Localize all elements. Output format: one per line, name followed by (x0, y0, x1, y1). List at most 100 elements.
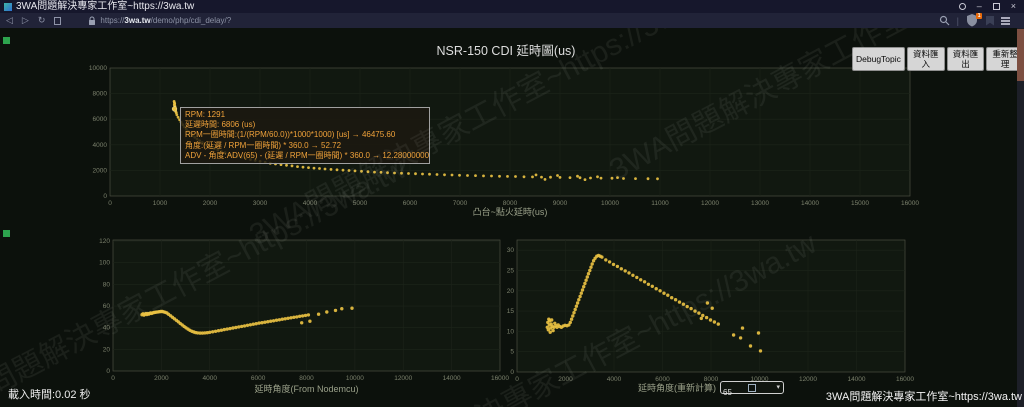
svg-text:6000: 6000 (655, 376, 670, 383)
forward-icon[interactable]: ▷ (21, 15, 29, 25)
minimize-button[interactable]: – (976, 1, 982, 11)
close-button[interactable]: × (1010, 1, 1016, 11)
x-tick-labels: 0 2000 4000 6000 8000 10000 12000 14000 16000 (111, 375, 509, 382)
main-chart-xlabel: 凸台~點火延時(us) (472, 207, 548, 217)
shield-badge: 1 (976, 13, 982, 19)
svg-text:4000: 4000 (303, 200, 318, 207)
url-text[interactable]: https://3wa.tw/demo/php/cdi_delay/? (100, 16, 231, 25)
svg-text:12000: 12000 (701, 200, 719, 207)
data-export-button[interactable]: 資料匯出 (946, 47, 985, 71)
adv-select[interactable]: 65 (721, 387, 783, 398)
svg-text:0: 0 (515, 376, 519, 383)
url-prefix: https:// (100, 16, 125, 25)
green-marker-middle (3, 230, 10, 237)
bookmark-icon[interactable] (54, 16, 62, 25)
svg-text:4000: 4000 (203, 375, 218, 382)
svg-text:16000: 16000 (896, 376, 914, 383)
debug-topic-button[interactable]: DebugTopic (852, 47, 905, 71)
svg-text:10000: 10000 (601, 200, 619, 207)
svg-text:6000: 6000 (93, 116, 108, 123)
tooltip-adv: ADV - 角度:ADV(65) - (延遲 / RPM一圈時間) * 360.… (185, 150, 430, 160)
gridlines (113, 240, 500, 371)
extension-icon[interactable] (986, 15, 994, 26)
reload-icon[interactable]: ↻ (37, 15, 46, 25)
browser-titlebar: 3WA問題解決專家工作室~https://3wa.tw – × (0, 0, 1024, 13)
svg-text:10000: 10000 (750, 376, 768, 383)
adblock-shield-icon[interactable]: 1 (966, 13, 982, 27)
svg-text:120: 120 (99, 238, 110, 245)
svg-text:16000: 16000 (491, 375, 509, 382)
favicon (4, 2, 12, 11)
svg-text:0: 0 (106, 368, 110, 375)
lock-icon (89, 16, 96, 25)
svg-text:10000: 10000 (346, 375, 364, 382)
svg-text:100: 100 (99, 260, 110, 267)
svg-text:3000: 3000 (253, 200, 268, 207)
svg-text:40: 40 (103, 325, 111, 332)
svg-text:0: 0 (510, 369, 514, 376)
svg-text:15000: 15000 (851, 200, 869, 207)
data-points (545, 253, 763, 353)
svg-text:8000: 8000 (704, 376, 719, 383)
highlighted-point (171, 106, 178, 112)
svg-text:6000: 6000 (251, 375, 266, 382)
scrollbar-thumb[interactable] (1017, 29, 1024, 81)
gridlines (517, 240, 905, 372)
svg-text:5000: 5000 (353, 200, 368, 207)
svg-text:11000: 11000 (651, 200, 669, 207)
svg-text:13000: 13000 (751, 200, 769, 207)
green-marker-top (3, 37, 10, 44)
svg-text:4000: 4000 (93, 142, 108, 149)
window-title: 3WA問題解決專家工作室~https://3wa.tw (16, 1, 195, 12)
svg-text:2000: 2000 (154, 375, 169, 382)
url-domain: 3wa.tw (124, 16, 151, 25)
menu-icon[interactable] (1001, 17, 1010, 19)
svg-text:9000: 9000 (553, 200, 568, 207)
svg-text:8000: 8000 (93, 91, 108, 98)
svg-text:8000: 8000 (503, 200, 518, 207)
back-icon[interactable]: ◁ (6, 15, 13, 25)
small-square-icon[interactable] (748, 384, 756, 392)
svg-text:14000: 14000 (443, 375, 461, 382)
toolbar: DebugTopic 資料匯入 資料匯出 重新整理 (852, 47, 1024, 71)
svg-text:5: 5 (510, 349, 514, 356)
svg-text:7000: 7000 (453, 200, 468, 207)
svg-text:4000: 4000 (607, 376, 622, 383)
url-path: /demo/php/cdi_delay/? (150, 16, 232, 25)
svg-text:10: 10 (507, 328, 515, 335)
tooltip-angle: 角度:(延遲 / RPM一圈時間) * 360.0 → 52.72 (185, 140, 342, 150)
svg-text:14000: 14000 (847, 376, 865, 383)
left-chart-xlabel: 延時角度(From Nodemcu) (254, 384, 359, 394)
right-chart-xlabel: 延時角度(重新計算) (638, 383, 716, 393)
svg-text:2000: 2000 (558, 376, 573, 383)
svg-text:80: 80 (103, 281, 111, 288)
right-chart[interactable]: 0 2000 4000 6000 8000 10000 12000 14000 16000051… (475, 232, 919, 396)
svg-text:2000: 2000 (93, 167, 108, 174)
svg-text:16000: 16000 (901, 200, 919, 207)
data-import-button[interactable]: 資料匯入 (906, 47, 945, 71)
svg-text:12000: 12000 (799, 376, 817, 383)
profile-circle-icon[interactable] (958, 3, 966, 10)
shield-icon (967, 14, 977, 27)
load-time-text: 載入時間:0.02 秒 (8, 389, 91, 401)
svg-text:10000: 10000 (89, 65, 107, 72)
svg-text:15: 15 (507, 308, 515, 315)
svg-text:20: 20 (507, 288, 515, 295)
left-chart[interactable]: 0 2000 4000 6000 8000 10000 12000 14000 16000020… (71, 232, 514, 395)
svg-text:6000: 6000 (403, 200, 418, 207)
url-bar[interactable]: https://3wa.tw/demo/php/cdi_delay/? (88, 16, 231, 26)
svg-text:20: 20 (103, 346, 111, 353)
svg-text:14000: 14000 (801, 200, 819, 207)
svg-text:60: 60 (103, 303, 111, 310)
svg-text:0: 0 (108, 200, 112, 207)
x-tick-labels: 0 2000 4000 6000 8000 10000 12000 14000 16000 (515, 376, 914, 383)
tooltip-delay: 延遲時間: 6806 (us) (185, 120, 256, 130)
y-tick-labels: 0 2000 4000 6000 8000 10000 (89, 65, 107, 200)
svg-text:12000: 12000 (394, 375, 412, 382)
scrollbar-track[interactable] (1017, 28, 1024, 407)
search-icon[interactable] (939, 15, 950, 26)
maximize-button[interactable] (992, 3, 1000, 10)
data-points (140, 306, 354, 335)
divider: | (956, 15, 959, 26)
